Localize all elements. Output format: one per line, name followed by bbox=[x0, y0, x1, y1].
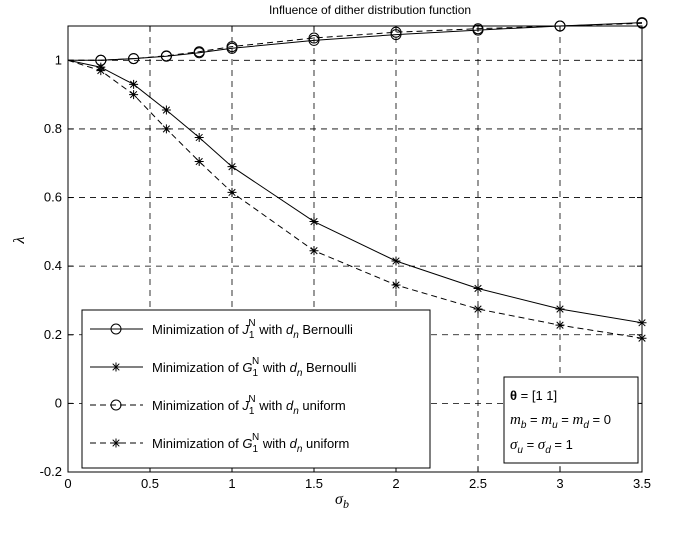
x-tick-label: 2.5 bbox=[469, 476, 487, 491]
data-point bbox=[308, 32, 320, 44]
x-tick-label: 3 bbox=[556, 476, 563, 491]
y-tick-label: 0.8 bbox=[44, 121, 62, 136]
x-tick-label: 1 bbox=[228, 476, 235, 491]
data-point bbox=[194, 133, 204, 142]
theta-line: θ = [1 1] bbox=[510, 388, 557, 403]
data-point bbox=[193, 46, 205, 58]
x-tick-label: 1.5 bbox=[305, 476, 323, 491]
data-point bbox=[309, 217, 319, 227]
data-point bbox=[161, 124, 171, 134]
data-point bbox=[226, 41, 238, 53]
data-point bbox=[473, 283, 483, 293]
data-point bbox=[95, 54, 107, 66]
legend-label: Minimization of G1N with dn uniform bbox=[152, 432, 349, 455]
legend-box bbox=[81, 309, 431, 469]
data-point bbox=[308, 34, 320, 46]
y-tick-label: 0 bbox=[55, 395, 62, 410]
legend-label: Minimization of G1N with dn Bernoulli bbox=[152, 356, 357, 379]
legend-entry: Minimization of J1N with dn uniform bbox=[90, 394, 346, 417]
x-tick-label: 3.5 bbox=[633, 476, 651, 491]
parameter-box: θ = [1 1] mb = mu = md = 0 σu = σd = 1 bbox=[503, 376, 639, 464]
axis-ticks: 0 0.5 1 1.5 2 2.5 3 3.5-0.200.20.40.60.81 bbox=[40, 26, 651, 491]
data-point bbox=[161, 105, 171, 115]
chart-title: Influence of dither distribution functio… bbox=[269, 3, 471, 17]
legend-label: Minimization of J1N with dn uniform bbox=[152, 394, 346, 417]
y-axis-label: λ bbox=[11, 236, 28, 244]
data-point bbox=[96, 66, 106, 76]
data-point bbox=[473, 304, 483, 314]
data-point bbox=[227, 187, 237, 197]
y-tick-label: -0.2 bbox=[40, 464, 62, 479]
legend-marker bbox=[111, 362, 121, 372]
legend-entry: Minimization of G1N with dn Bernoulli bbox=[90, 356, 357, 379]
plot-frame bbox=[67, 25, 643, 473]
x-tick-label: 0 bbox=[64, 476, 71, 491]
data-point bbox=[128, 53, 140, 65]
y-tick-label: 0.6 bbox=[44, 190, 62, 205]
y-tick-label: 0.4 bbox=[44, 258, 62, 273]
data-point bbox=[555, 304, 565, 314]
legend-marker bbox=[110, 399, 122, 411]
x-tick-label: 2 bbox=[392, 476, 399, 491]
data-point bbox=[194, 157, 204, 167]
data-point bbox=[555, 320, 565, 330]
data-point bbox=[391, 256, 401, 266]
data-point bbox=[160, 50, 172, 62]
sigma-line: σu = σd = 1 bbox=[510, 437, 573, 456]
y-tick-label: 1 bbox=[55, 52, 62, 67]
data-point bbox=[472, 23, 484, 35]
data-point bbox=[309, 246, 319, 256]
legend-entry: Minimization of J1N with dn Bernoulli bbox=[90, 318, 353, 341]
mean-line: mb = mu = md = 0 bbox=[510, 412, 611, 431]
annotation-box bbox=[503, 376, 639, 464]
legend-entry: Minimization of G1N with dn uniform bbox=[90, 432, 349, 455]
legend-marker bbox=[111, 438, 121, 448]
plot-series bbox=[67, 17, 648, 343]
data-point bbox=[227, 162, 237, 172]
legend-label: Minimization of J1N with dn Bernoulli bbox=[152, 318, 353, 341]
legend-marker bbox=[110, 323, 122, 335]
x-axis-label: σb bbox=[335, 491, 349, 511]
data-point bbox=[129, 79, 139, 89]
y-tick-label: 0.2 bbox=[44, 327, 62, 342]
data-point bbox=[391, 280, 401, 290]
legend: Minimization of J1N with dn Bernoulli Min… bbox=[81, 309, 431, 469]
data-point bbox=[129, 90, 139, 100]
x-tick-label: 0.5 bbox=[141, 476, 159, 491]
series-line bbox=[68, 22, 643, 61]
